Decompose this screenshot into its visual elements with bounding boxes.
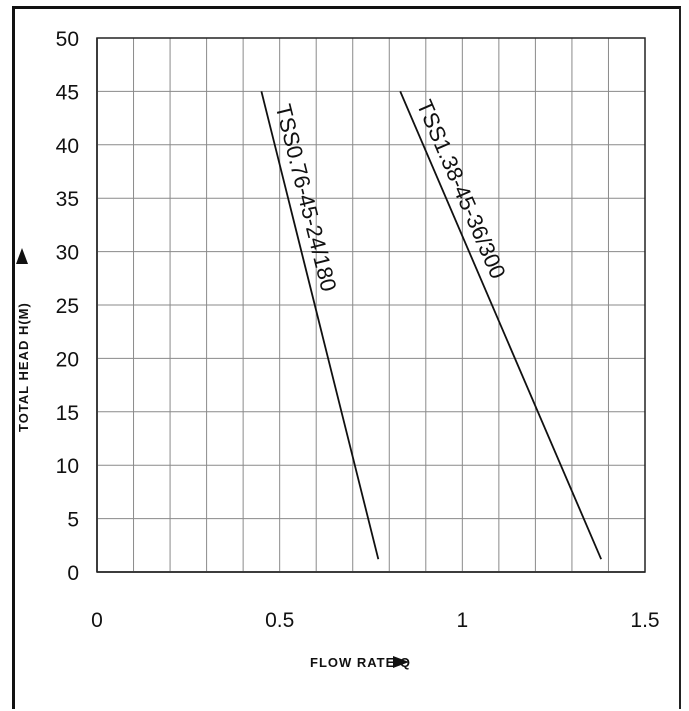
y-tick-label: 25 (56, 295, 79, 318)
y-tick-label: 35 (56, 188, 79, 211)
y-tick-label: 40 (56, 135, 79, 158)
chart-frame (12, 6, 681, 709)
series-line-2 (399, 91, 602, 560)
x-tick-label: 0 (91, 609, 103, 632)
x-axis-arrow-icon (393, 656, 409, 668)
y-tick-label: 5 (67, 509, 79, 532)
y-axis-arrow-icon (16, 248, 28, 264)
y-tick-label: 10 (56, 455, 79, 478)
grid (96, 37, 646, 573)
y-tick-label: 30 (56, 242, 79, 265)
y-tick-label: 20 (56, 348, 79, 371)
x-tick-label: 0.5 (265, 609, 294, 632)
x-tick-label: 1.5 (630, 609, 659, 632)
y-tick-label: 45 (56, 81, 79, 104)
y-tick-label: 50 (56, 28, 79, 51)
plot-area-border (96, 37, 646, 573)
x-tick-labels: 0 0.5 1 1.5 (91, 609, 659, 632)
x-tick-label: 1 (456, 609, 468, 632)
y-axis-label: TOTAL HEAD H(M) (16, 302, 31, 432)
series-label-2: TSS1.38-45-36/300 (412, 96, 511, 282)
y-tick-label: 15 (56, 402, 79, 425)
series-lines: TSS0.76-45-24/180 TSS1.38-45-36/300 (260, 91, 602, 560)
y-tick-label: 0 (67, 562, 79, 585)
x-axis-label: FLOW RATE Q (310, 655, 411, 670)
series-line-1 (260, 91, 380, 560)
y-tick-labels: 0 5 10 15 20 25 30 35 40 45 50 (56, 28, 79, 585)
